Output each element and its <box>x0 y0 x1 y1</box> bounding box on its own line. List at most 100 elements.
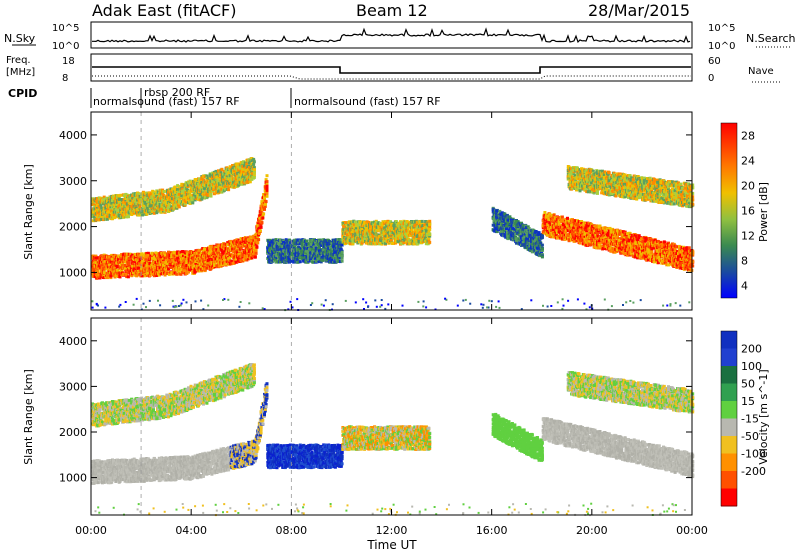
cpid-panel: CPID rbsp 200 RF normalsound (fast) 157 … <box>8 86 441 108</box>
data-cell <box>191 259 195 263</box>
data-cell <box>126 264 130 268</box>
data-cell <box>239 237 243 241</box>
data-cell <box>326 243 330 247</box>
data-cell <box>166 188 170 192</box>
data-cell <box>257 221 261 225</box>
data-cell <box>314 249 318 253</box>
data-cell <box>313 247 316 251</box>
data-cell <box>125 215 129 219</box>
data-cell <box>236 162 240 166</box>
data-cell <box>116 212 119 216</box>
data-cell <box>243 240 247 244</box>
data-cell <box>138 205 142 209</box>
data-cell <box>253 255 257 259</box>
data-cell <box>126 215 130 219</box>
data-cell <box>265 180 269 184</box>
data-cell <box>306 247 310 250</box>
data-cell <box>127 199 131 203</box>
data-cell <box>116 200 119 204</box>
data-cell <box>212 255 216 259</box>
data-cell <box>148 274 152 277</box>
data-cell <box>184 200 188 204</box>
data-cell <box>275 254 279 258</box>
data-cell <box>211 258 215 262</box>
data-cell <box>322 238 326 242</box>
data-cell <box>138 192 142 196</box>
data-cell <box>116 265 119 269</box>
data-cell <box>314 243 318 247</box>
data-cell <box>257 238 261 242</box>
nsky-trace <box>92 27 691 43</box>
data-cell <box>130 274 134 278</box>
data-cell <box>149 204 153 208</box>
data-cell <box>142 203 146 207</box>
data-cell <box>310 248 314 251</box>
data-cell <box>338 238 342 242</box>
data-cell <box>232 242 236 246</box>
data-cell <box>194 262 198 266</box>
data-cell <box>123 213 127 217</box>
data-cell <box>126 275 130 279</box>
data-cell <box>162 190 166 194</box>
data-cell <box>230 259 234 263</box>
data-cell <box>114 208 118 212</box>
data-cell <box>334 260 338 264</box>
data-cell <box>336 257 340 261</box>
data-cell <box>276 247 280 251</box>
data-cell <box>181 250 185 253</box>
data-cell <box>250 240 254 244</box>
data-cell <box>242 174 246 178</box>
data-cell <box>279 247 283 251</box>
data-cell <box>192 182 196 186</box>
data-cell <box>113 215 117 219</box>
data-cell <box>151 196 155 200</box>
data-cell <box>91 268 94 272</box>
data-cell <box>230 261 234 265</box>
data-cell <box>102 212 106 216</box>
data-cell <box>316 250 320 254</box>
data-cell <box>184 191 188 195</box>
data-cell <box>263 204 267 208</box>
data-cell <box>223 187 227 191</box>
data-cell <box>324 257 328 261</box>
data-cell <box>265 187 269 191</box>
data-cell <box>153 265 157 268</box>
data-cell <box>212 265 215 269</box>
data-cell <box>265 183 269 186</box>
data-cell <box>177 192 181 196</box>
data-cell <box>133 252 137 256</box>
data-cell <box>141 271 145 275</box>
data-cell <box>171 194 175 198</box>
nsky-label: N.Sky <box>4 32 36 45</box>
data-cell <box>165 208 169 212</box>
data-cell <box>143 252 147 256</box>
data-cell <box>235 238 239 242</box>
data-cell <box>146 261 150 265</box>
data-cell <box>166 272 170 275</box>
data-cell <box>238 166 242 169</box>
data-cell <box>173 185 177 189</box>
data-cell <box>302 256 306 260</box>
data-cell <box>283 242 287 245</box>
data-cell <box>270 240 274 243</box>
data-cell <box>236 249 240 253</box>
data-cell <box>217 249 220 253</box>
data-cell <box>96 211 100 215</box>
data-cell <box>337 260 341 263</box>
data-cell <box>241 167 245 171</box>
data-cell <box>117 194 121 198</box>
data-cell <box>254 249 258 252</box>
data-cell <box>145 191 149 195</box>
data-cell <box>104 267 108 271</box>
data-cell <box>124 260 128 264</box>
data-cell <box>232 261 236 265</box>
data-cell <box>214 257 218 261</box>
data-cell <box>229 239 233 243</box>
data-cell <box>126 213 130 216</box>
data-cell <box>235 247 239 251</box>
data-cell <box>255 245 259 249</box>
nsky-frame <box>90 21 693 49</box>
data-cell <box>119 261 123 265</box>
data-cell <box>327 249 331 253</box>
data-cell <box>254 251 258 255</box>
